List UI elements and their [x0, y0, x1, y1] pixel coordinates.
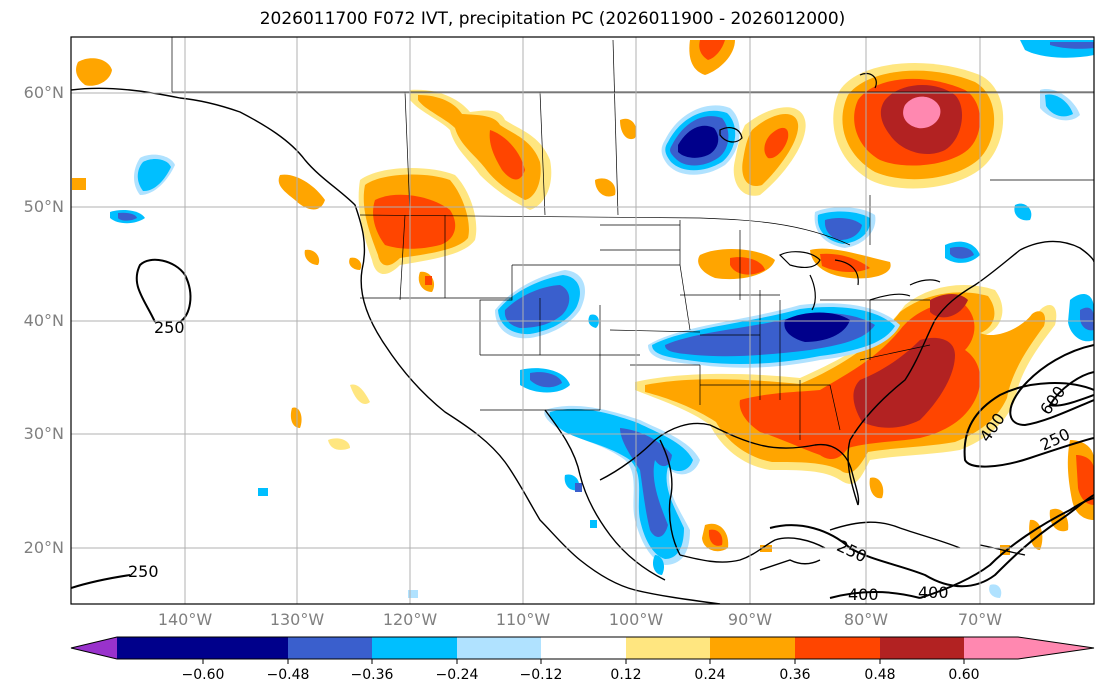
contour-label: 250: [154, 318, 185, 337]
colorbar-segment: [964, 637, 1018, 659]
longitude-label: 100°W: [608, 610, 664, 629]
longitude-label: 110°W: [495, 610, 551, 629]
longitude-label: 140°W: [157, 610, 213, 629]
colorbar-segment: [288, 637, 372, 659]
latitude-label: 20°N: [23, 538, 64, 557]
contour-label: 250: [128, 562, 159, 581]
latitude-label: 30°N: [23, 424, 64, 443]
colorbar-segment: [626, 637, 710, 659]
colorbar-tick-label: −0.60: [181, 667, 225, 683]
map-plot-area: [71, 37, 1094, 604]
contour-label: 400: [848, 585, 879, 604]
longitude-label: 130°W: [269, 610, 325, 629]
longitude-label: 90°W: [727, 610, 773, 629]
colorbar-segment: [541, 637, 626, 659]
colorbar-tick-label: −0.36: [350, 667, 394, 683]
colorbar-segment: [1018, 637, 1094, 659]
colorbar-tick-label: 0.48: [864, 667, 896, 683]
map-title: 2026011700 F072 IVT, precipitation PC (2…: [259, 9, 846, 29]
colorbar-segment: [710, 637, 795, 659]
coastlines-borders: [71, 87, 1094, 604]
positive-anomaly-shading: [72, 40, 1094, 555]
state-province-borders: [171, 37, 1094, 440]
colorbar-segment: [880, 637, 964, 659]
ivt-contours: [71, 258, 1094, 599]
colorbar: [70, 636, 1095, 664]
colorbar-tick-label: 0.12: [610, 667, 642, 683]
longitude-label: 80°W: [843, 610, 889, 629]
colorbar-tick-label: 0.24: [694, 667, 726, 683]
colorbar-segment: [71, 637, 117, 659]
colorbar-tick-label: −0.24: [435, 667, 479, 683]
colorbar-tick-label: 0.60: [948, 667, 980, 683]
longitude-label: 70°W: [957, 610, 1003, 629]
colorbar-segment: [203, 637, 288, 659]
latitude-label: 50°N: [23, 197, 64, 216]
colorbar-tick-label: −0.12: [519, 667, 563, 683]
negative-anomaly-shading: [110, 40, 1094, 598]
latitude-label: 40°N: [23, 311, 64, 330]
colorbar-segment: [372, 637, 457, 659]
graticule: [71, 37, 1094, 604]
map-frame: [70, 36, 1095, 605]
contour-label: 400: [918, 583, 949, 602]
colorbar-segment: [117, 637, 203, 659]
colorbar-segment: [457, 637, 541, 659]
latitude-label: 60°N: [23, 83, 64, 102]
colorbar-tick-label: 0.36: [779, 667, 811, 683]
colorbar-tick-label: −0.48: [266, 667, 310, 683]
lakes: [719, 72, 941, 311]
colorbar-segment: [795, 637, 880, 659]
longitude-label: 120°W: [382, 610, 438, 629]
